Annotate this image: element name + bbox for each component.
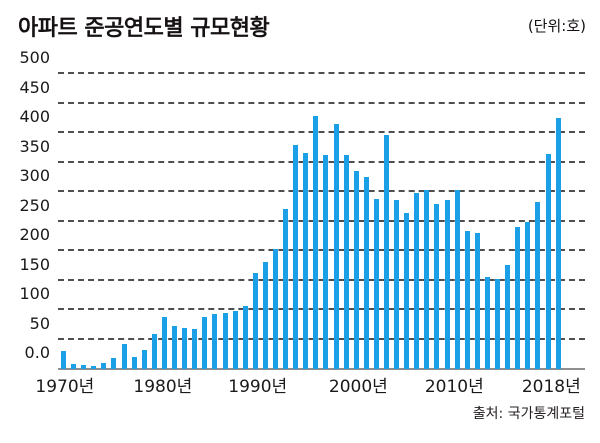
bar-1995 [313, 116, 319, 369]
y-tick-label-100: 100 [19, 284, 50, 303]
bar-1974 [101, 363, 107, 369]
bar-2006 [424, 189, 430, 369]
x-tick-label-2010년: 2010년 [424, 377, 484, 397]
gridline-250 [58, 219, 585, 222]
bar-2008 [444, 200, 450, 369]
plot-area: 500 450 400 350 300 250 200 150 100 50 0.0 [19, 50, 585, 370]
gridline-500 [58, 72, 585, 74]
bar-1977 [131, 356, 137, 369]
y-tick-label-200: 200 [19, 225, 50, 244]
bar-1985 [212, 314, 218, 369]
bar-2019 [555, 118, 561, 369]
bar-1994 [303, 153, 309, 369]
gridline-350 [58, 160, 585, 163]
x-axis-labels: 1970년 1980년 1990년 2000년 2010년 2018년 [35, 372, 585, 397]
bar-1990 [262, 261, 268, 369]
bar-1999 [353, 170, 359, 369]
bar-2013 [495, 279, 501, 369]
page-title: 아파트 준공연도별 규모현황 [18, 16, 270, 41]
x-tick-label-1990년: 1990년 [228, 377, 288, 397]
bar-2001 [373, 199, 379, 369]
gridline-100 [58, 308, 585, 310]
bar-1984 [202, 316, 208, 369]
y-tick-label-250: 250 [19, 195, 50, 215]
x-axis-line [58, 368, 585, 370]
gridline-450 [58, 101, 585, 104]
x-tick-label-2000년: 2000년 [328, 377, 388, 397]
bar-1987 [232, 310, 238, 369]
bar-1973 [91, 366, 97, 369]
bar-1972 [81, 365, 87, 369]
bar-2002 [384, 135, 389, 369]
unit-label: (단위:호) [527, 17, 586, 35]
bar-1989 [252, 272, 258, 369]
y-tick-label-350: 350 [19, 136, 50, 156]
bar-1980 [161, 316, 167, 369]
bar-series [61, 74, 561, 369]
bar-1982 [182, 327, 188, 369]
y-tick-label-50: 50 [29, 313, 50, 333]
bar-2014 [505, 265, 511, 369]
x-tick-label-1980년: 1980년 [133, 377, 193, 397]
source-label: 출처: 국가통계포털 [472, 406, 585, 422]
bar-1997 [333, 123, 339, 369]
y-tick-label-400: 400 [19, 107, 50, 126]
bar-2003 [394, 200, 400, 369]
bar-1976 [121, 343, 127, 369]
bar-1986 [222, 312, 228, 369]
gridline-50 [58, 337, 585, 340]
bar-2004 [404, 212, 410, 369]
bar-1970 [61, 351, 66, 369]
bar-2012 [484, 276, 490, 369]
bar-2011 [474, 233, 480, 369]
bar-1971 [71, 363, 77, 369]
bar-1996 [323, 155, 329, 369]
y-tick-label-0.0: 0.0 [24, 343, 50, 362]
bar-2015 [515, 227, 521, 369]
bar-1981 [172, 325, 178, 369]
x-tick-label-2018년: 2018년 [521, 377, 581, 397]
bar-2016 [525, 221, 531, 369]
y-tick-label-150: 150 [19, 254, 50, 274]
gridline-300 [58, 190, 585, 192]
bar-2017 [535, 202, 541, 369]
bar-2009 [454, 189, 460, 369]
gridline-400 [58, 131, 585, 133]
bar-2018 [545, 153, 551, 369]
bar-2000 [363, 176, 369, 369]
bar-2007 [434, 204, 440, 369]
x-tick-label-1970년: 1970년 [35, 377, 95, 397]
y-tick-label-450: 450 [19, 77, 50, 97]
bar-1979 [151, 334, 157, 369]
y-tick-label-500: 500 [19, 48, 50, 67]
bar-2005 [414, 193, 420, 369]
bar-1983 [192, 328, 198, 369]
bar-1993 [293, 145, 299, 369]
gridline-150 [58, 278, 585, 281]
bar-1992 [283, 209, 289, 369]
gridline-200 [58, 249, 585, 251]
y-tick-label-300: 300 [19, 166, 50, 185]
bar-1975 [111, 358, 117, 369]
bar-1991 [272, 249, 278, 369]
bar-1998 [343, 155, 349, 369]
bar-1988 [242, 306, 248, 369]
bar-2010 [464, 230, 470, 369]
bar-1978 [141, 350, 147, 369]
